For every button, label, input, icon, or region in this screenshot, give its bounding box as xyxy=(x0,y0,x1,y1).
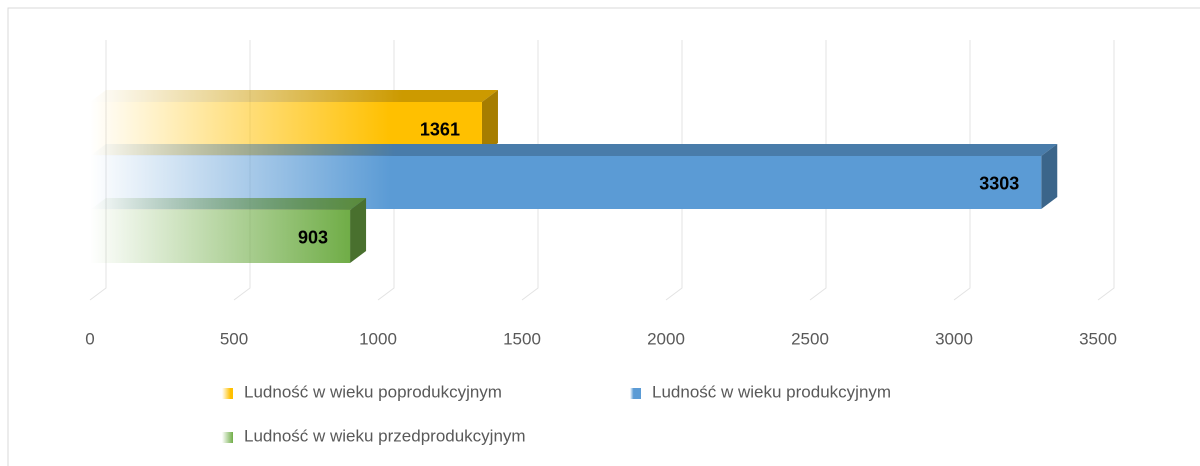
bar-top xyxy=(90,198,367,210)
x-tick-label: 2500 xyxy=(791,329,829,348)
grid-line xyxy=(953,40,971,301)
bar-top xyxy=(90,90,498,102)
bar xyxy=(90,90,498,155)
x-tick-label: 1500 xyxy=(503,329,541,348)
x-tick-label: 2000 xyxy=(647,329,685,348)
x-tick-label: 3500 xyxy=(1079,329,1117,348)
legend-label: Ludność w wieku przedprodukcyjnym xyxy=(244,426,526,445)
bar-front xyxy=(90,210,351,263)
data-label: 903 xyxy=(298,227,328,247)
x-tick-label: 0 xyxy=(85,329,94,348)
grid-line xyxy=(665,40,683,301)
bar xyxy=(90,144,1058,209)
x-tick-label: 500 xyxy=(220,329,248,348)
x-tick-label: 3000 xyxy=(935,329,973,348)
bar xyxy=(90,198,367,263)
bar-side xyxy=(1041,144,1058,209)
grid-line xyxy=(1097,40,1115,301)
legend-swatch xyxy=(630,388,641,399)
data-label: 1361 xyxy=(420,119,460,139)
legend-label: Ludność w wieku poprodukcyjnym xyxy=(244,382,502,401)
grid-line xyxy=(809,40,827,301)
legend-label: Ludność w wieku produkcyjnym xyxy=(652,382,891,401)
data-label: 3303 xyxy=(979,173,1019,193)
bar-side xyxy=(481,90,498,155)
legend-swatch xyxy=(222,388,233,399)
legend-swatch xyxy=(222,432,233,443)
bar-top xyxy=(90,144,1058,156)
grid-line xyxy=(521,40,539,301)
bar-side xyxy=(350,198,367,263)
x-tick-label: 1000 xyxy=(359,329,397,348)
